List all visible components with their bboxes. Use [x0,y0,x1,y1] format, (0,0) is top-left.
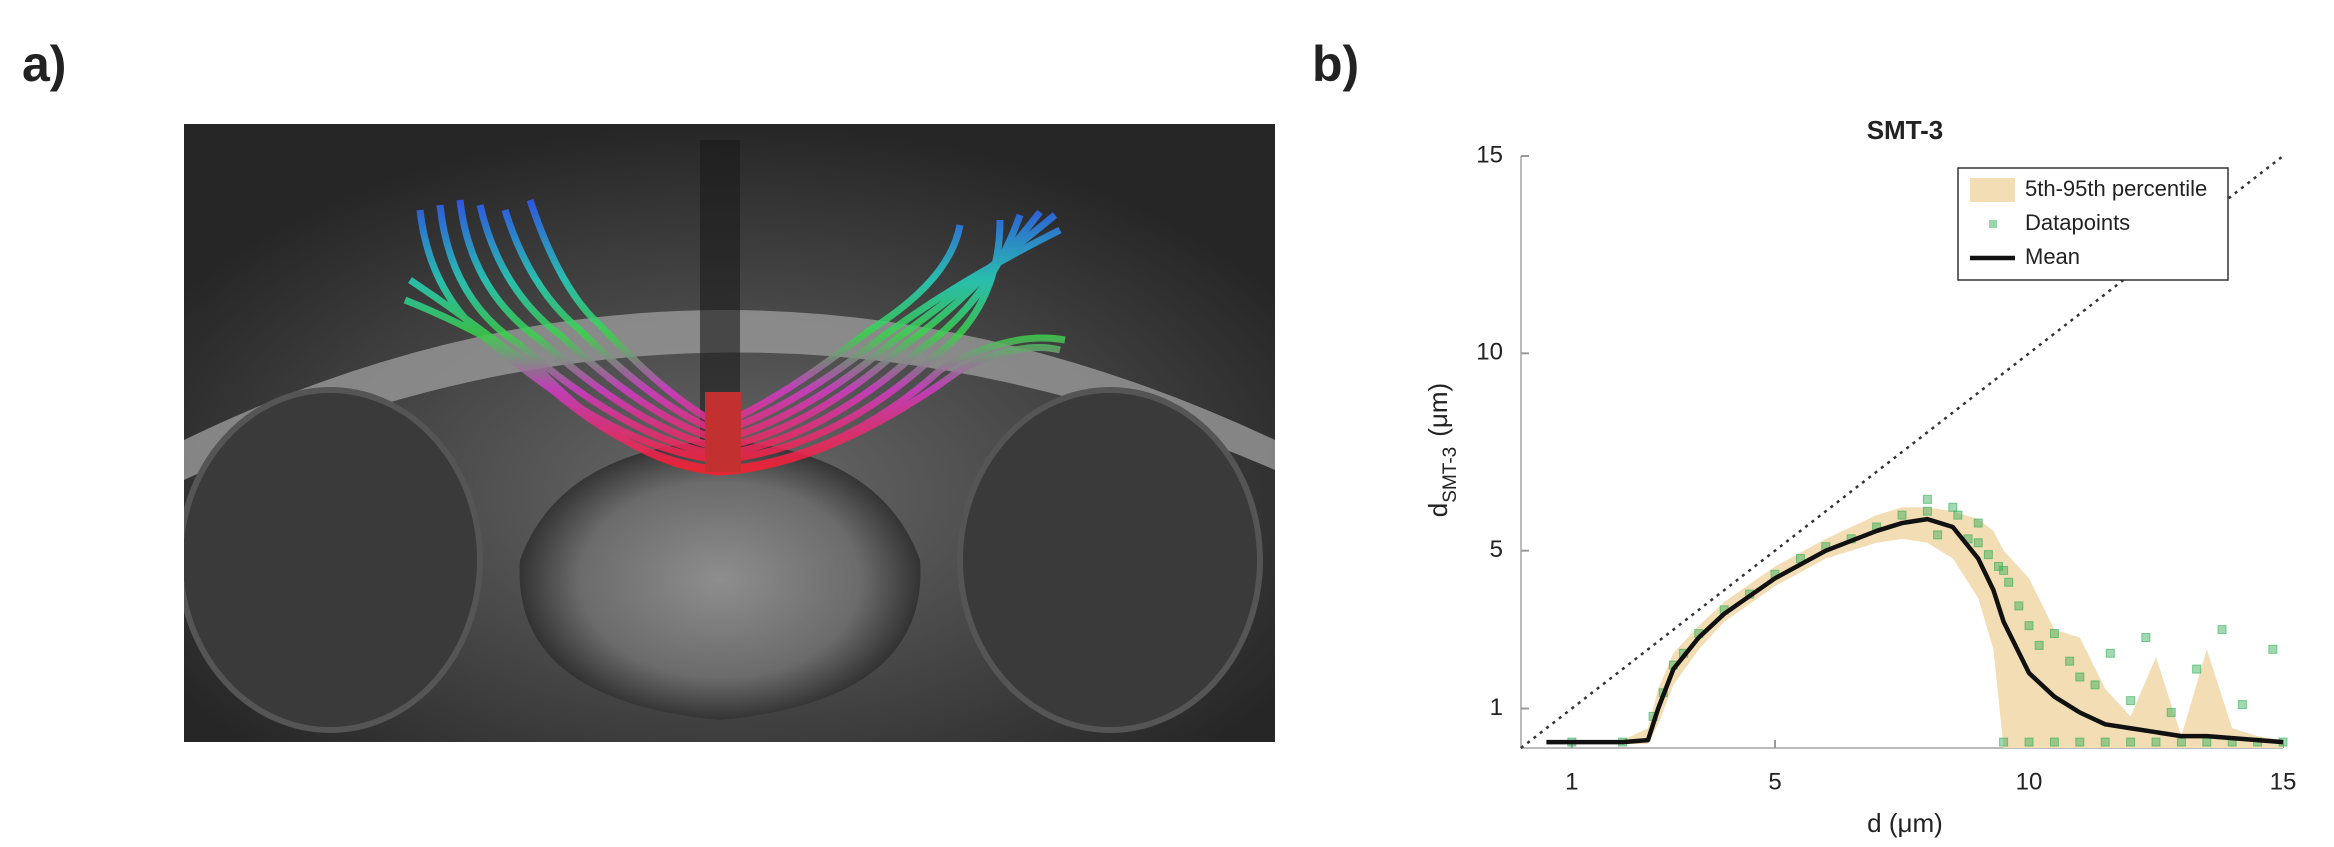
x-tick-label: 5 [1768,768,1781,795]
datapoint [1933,530,1943,540]
datapoint [2268,644,2278,654]
y-label-sub: SMT-3 [1440,447,1461,503]
legend-label: Mean [2025,244,2080,269]
identity-line [1520,155,2284,749]
datapoint [1983,550,1993,560]
datapoint [1973,518,1983,528]
datapoint [1953,510,1963,520]
legend-label: 5th-95th percentile [2025,176,2207,201]
datapoint [2049,629,2059,639]
datapoint [2004,577,2014,587]
datapoint [2166,707,2176,717]
x-tick-label: 15 [2270,768,2297,795]
datapoint [2034,640,2044,650]
legend-key [1989,220,1997,228]
x-axis-label: d (μm) [1867,808,1943,838]
datapoint [2075,737,2085,747]
datapoint [1973,538,1983,548]
x-tick-label: 1 [1565,768,1578,795]
datapoint [2090,680,2100,690]
datapoint [2065,656,2075,666]
datapoint [2237,700,2247,710]
datapoint [1897,510,1907,520]
datapoint [2151,737,2161,747]
y-axis-label: dSMT-3 (μm) [1423,383,1461,517]
mri-image [184,124,1275,742]
datapoint [2217,625,2227,635]
mean-line [1546,516,2284,745]
datapoint [2176,737,2186,747]
y-label-unit: (μm) [1423,383,1453,437]
datapoint [1948,502,1958,512]
datapoint [2202,737,2212,747]
chart-title: SMT-3 [1867,115,1944,145]
y-tick-label: 10 [1476,339,1503,366]
y-tick-label: 1 [1490,694,1503,721]
datapoint [2024,737,2034,747]
datapoint [2126,737,2136,747]
datapoint [2075,672,2085,682]
datapoint [1999,737,2009,747]
y-tick-label: 5 [1490,536,1503,563]
datapoint [2049,737,2059,747]
panel-label: a) [22,36,66,92]
datapoint [2024,621,2034,631]
datapoint [2126,696,2136,706]
panel-label: b) [1312,36,1359,92]
legend-key [1970,178,2015,202]
datapoint [1999,565,2009,575]
y-tick-label: 15 [1476,141,1503,168]
datapoint [2105,648,2115,658]
datapoint [2100,737,2110,747]
datapoint [1922,494,1932,504]
legend-label: Datapoints [2025,210,2130,235]
x-tick-label: 10 [2016,768,2043,795]
datapoint [2192,664,2202,674]
datapoint [2141,632,2151,642]
y-label-main: d [1423,503,1453,517]
datapoint [1922,506,1932,516]
datapoint [2014,601,2024,611]
